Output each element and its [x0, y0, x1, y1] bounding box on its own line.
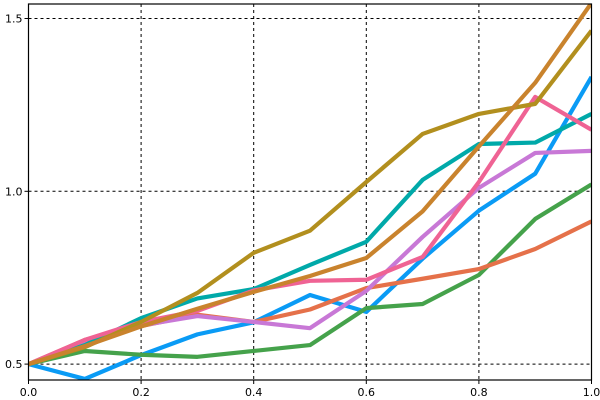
x-tick-label: 0.4 — [245, 386, 263, 399]
y-tick-label: 1.0 — [5, 185, 23, 198]
x-tick-label: 0.0 — [20, 386, 38, 399]
plot-frame — [27, 3, 593, 381]
x-tick-label: 0.2 — [132, 386, 150, 399]
series-line-6 — [28, 94, 592, 367]
series-line-8 — [28, 4, 592, 367]
series-line-1 — [28, 75, 592, 380]
axis-ticks: 0.0 0.2 0.4 0.6 0.8 1.0 0.5 1.0 1.5 — [5, 13, 600, 399]
x-tick-label: 1.0 — [583, 386, 600, 399]
series-line-7 — [28, 29, 592, 367]
series-line-2 — [28, 182, 592, 367]
y-tick-label: 0.5 — [5, 358, 23, 371]
x-tick-label: 0.6 — [358, 386, 376, 399]
y-tick-label: 1.5 — [5, 13, 23, 26]
series-lines — [28, 4, 592, 380]
x-tick-label: 0.8 — [470, 386, 488, 399]
